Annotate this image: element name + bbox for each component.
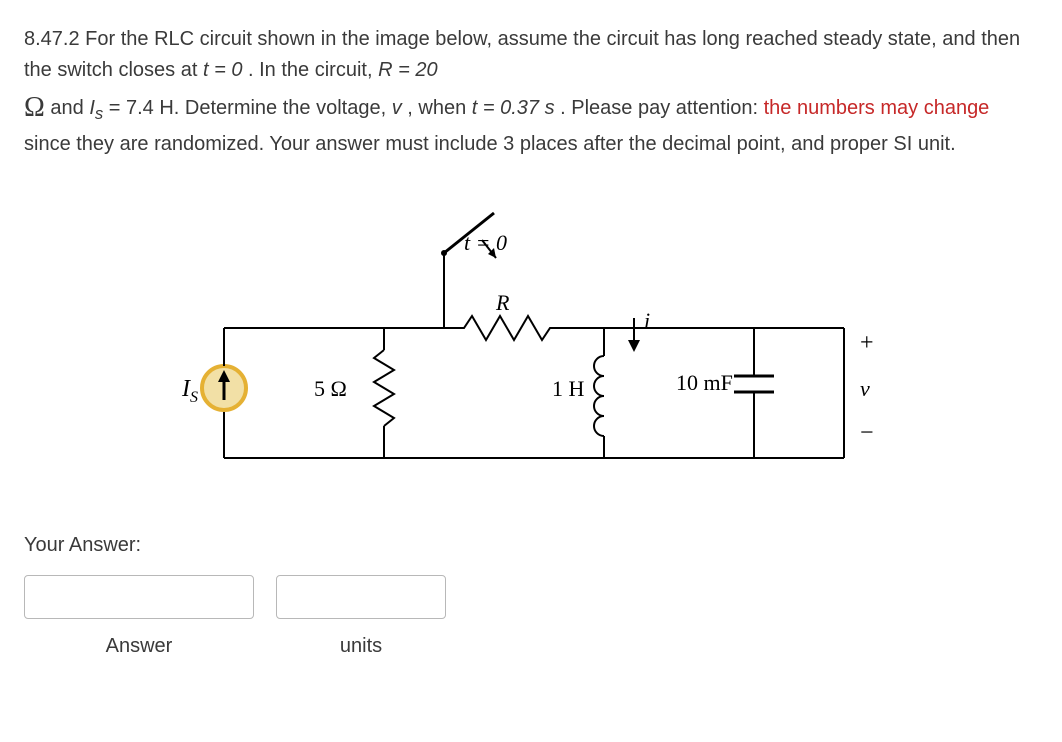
r5-label: 5 Ω: [314, 376, 347, 401]
your-answer-label: Your Answer:: [24, 530, 1024, 561]
is-label: IS: [181, 376, 198, 406]
q-after-t0: . In the circuit,: [248, 59, 378, 81]
units-input[interactable]: [276, 575, 446, 619]
units-sublabel: units: [340, 631, 382, 662]
q-t0: t = 0: [203, 59, 242, 81]
q-v: v: [392, 97, 402, 119]
q-is-val: = 7.4 H. Determine the voltage,: [109, 97, 392, 119]
r-label: R: [495, 290, 510, 315]
circuit-diagram: IS 5 Ω t = 0 R: [24, 178, 1024, 498]
i-label: i: [644, 308, 650, 333]
answer-input[interactable]: [24, 575, 254, 619]
q-is-sub: s: [95, 104, 103, 123]
q-req: R = 20: [378, 59, 437, 81]
plus-label: +: [860, 330, 874, 356]
q-red: the numbers may change: [764, 97, 990, 119]
c-label: 10 mF: [676, 370, 733, 395]
q-prefix: 8.47.2 For the RLC circuit shown in the …: [24, 28, 1020, 81]
l-label: 1 H: [552, 376, 585, 401]
q-after-r: and: [50, 97, 89, 119]
q-after-red: since they are randomized. Your answer m…: [24, 133, 956, 155]
omega-symbol: Ω: [24, 86, 45, 129]
q-after-tval: . Please pay attention:: [560, 97, 763, 119]
minus-label: −: [860, 420, 874, 446]
question-text: 8.47.2 For the RLC circuit shown in the …: [24, 24, 1024, 160]
q-after-v: , when: [407, 97, 471, 119]
answer-sublabel: Answer: [106, 631, 173, 662]
switch-label: t = 0: [464, 230, 507, 255]
q-tval: t = 0.37 s: [472, 97, 555, 119]
v-label: v: [860, 376, 870, 401]
